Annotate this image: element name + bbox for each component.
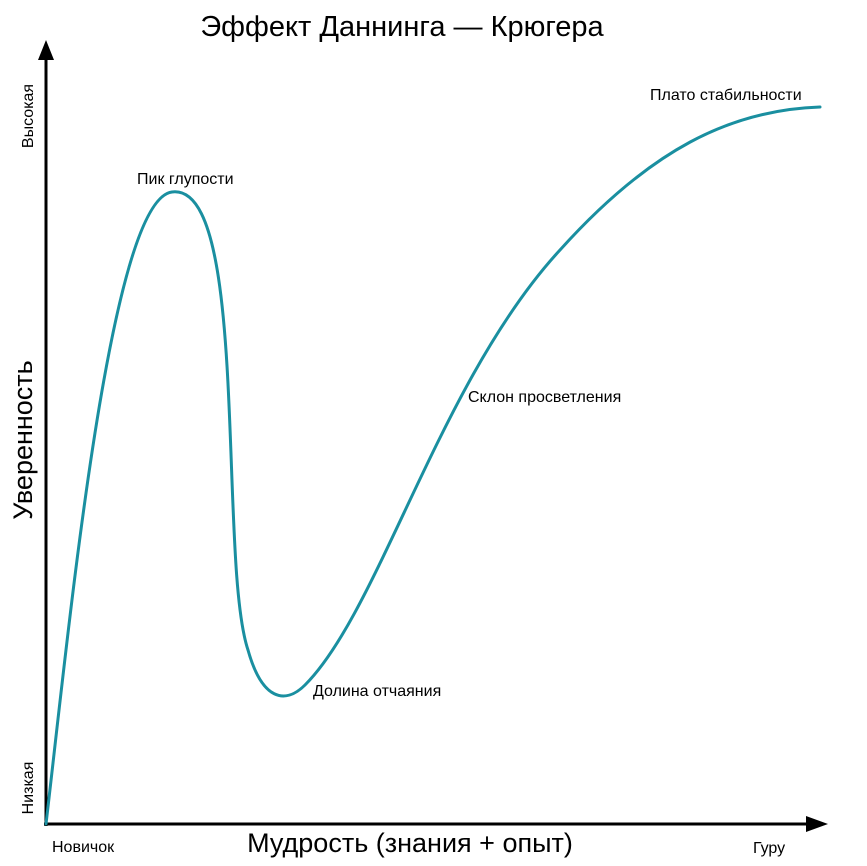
stage-label-plateau: Плато стабильности <box>650 87 802 104</box>
y-axis-arrow-icon <box>38 40 54 60</box>
x-axis-start-label: Новичок <box>52 839 115 856</box>
x-axis-arrow-icon <box>806 816 828 832</box>
stage-label-slope: Склон просветления <box>468 389 621 406</box>
diagram-title: Эффект Даннинга — Крюгера <box>200 11 604 43</box>
x-axis-end-label: Гуру <box>753 840 785 857</box>
stage-label-peak: Пик глупости <box>137 171 234 188</box>
y-axis-high-label: Высокая <box>20 84 37 148</box>
x-axis-title: Мудрость (знания + опыт) <box>247 828 573 858</box>
stage-label-valley: Долина отчаяния <box>313 683 441 700</box>
y-axis-title: Уверенность <box>8 360 38 520</box>
y-axis-low-label: Низкая <box>20 762 37 815</box>
confidence-curve <box>44 105 822 826</box>
